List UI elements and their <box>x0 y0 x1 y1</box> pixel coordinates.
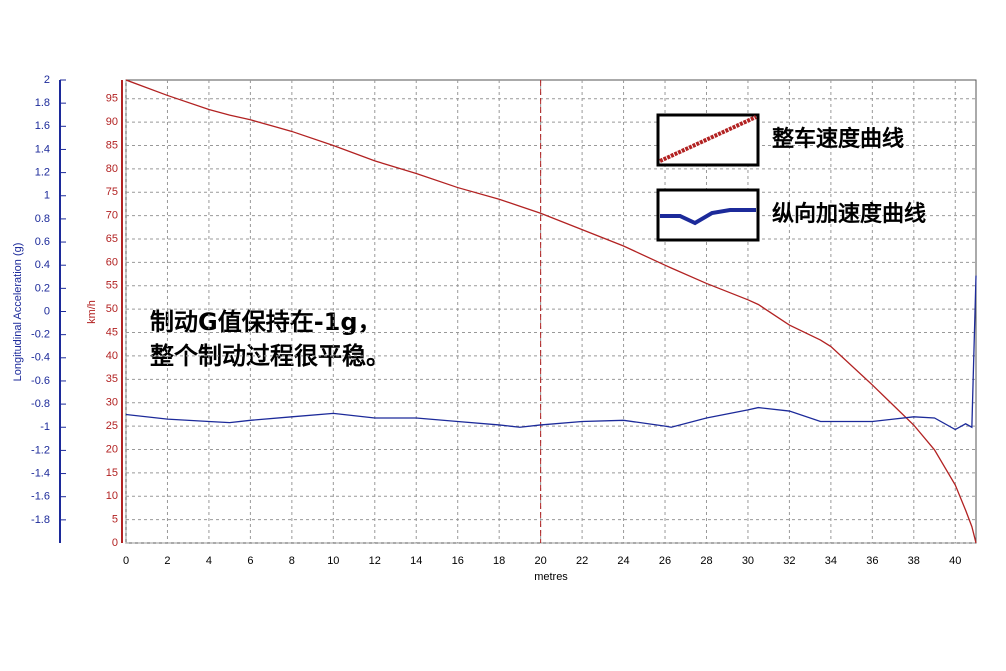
y-tick-label: -0.8 <box>31 398 50 410</box>
series-line <box>125 275 977 431</box>
y-tick-label: -1.6 <box>31 491 50 503</box>
x-tick-label: 12 <box>369 555 381 567</box>
x-tick-label: 10 <box>327 555 339 567</box>
plot-area <box>125 79 977 544</box>
y2-tick-label: 60 <box>106 256 118 268</box>
x-tick-label: 40 <box>949 555 961 567</box>
legend-label: 整车速度曲线 <box>772 126 904 152</box>
y2-tick-label: 70 <box>106 210 118 222</box>
x-tick-label: 6 <box>247 555 253 567</box>
x-tick-label: 2 <box>164 555 170 567</box>
x-tick-label: 16 <box>452 555 464 567</box>
y2-tick-label: 85 <box>106 139 118 151</box>
y2-tick-label: 80 <box>106 163 118 175</box>
x-axis-label: metres <box>534 571 568 583</box>
y2-tick-label: 95 <box>106 93 118 105</box>
y-tick-label: -1 <box>40 421 50 433</box>
x-tick-label: 26 <box>659 555 671 567</box>
y2-axis-label: km/h <box>86 300 98 324</box>
legend-swatch <box>660 208 756 226</box>
y-tick-label: -1.8 <box>31 514 50 526</box>
y-tick-label: 0.6 <box>35 236 50 248</box>
legend-label: 纵向加速度曲线 <box>772 201 926 227</box>
x-tick-label: 36 <box>866 555 878 567</box>
y-tick-label: 0.4 <box>35 259 50 271</box>
y-tick-label: 1.4 <box>35 143 50 155</box>
y-tick-label: -0.2 <box>31 329 50 341</box>
x-tick-label: 22 <box>576 555 588 567</box>
y2-tick-label: 15 <box>106 467 118 479</box>
y-tick-label: 0 <box>44 305 50 317</box>
y-tick-label: 1.2 <box>35 167 50 179</box>
y2-tick-label: 20 <box>106 443 118 455</box>
x-tick-label: 28 <box>700 555 712 567</box>
y-tick-label: -0.6 <box>31 375 50 387</box>
x-tick-label: 38 <box>908 555 920 567</box>
x-tick-label: 18 <box>493 555 505 567</box>
y2-tick-label: 75 <box>106 186 118 198</box>
x-tick-label: 4 <box>206 555 212 567</box>
x-tick-label: 30 <box>742 555 754 567</box>
x-tick-label: 0 <box>123 555 129 567</box>
legend: 整车速度曲线 纵向加速度曲线 <box>656 113 926 242</box>
annotation: 制动G值保持在-1g， <box>150 308 382 336</box>
y2-tick-label: 90 <box>106 116 118 128</box>
y2-tick-label: 35 <box>106 373 118 385</box>
legend-swatch <box>659 115 757 163</box>
x-tick-label: 14 <box>410 555 422 567</box>
y-tick-label: 0.2 <box>35 282 50 294</box>
y2-tick-label: 10 <box>106 490 118 502</box>
x-tick-label: 32 <box>783 555 795 567</box>
y-tick-label: 1.8 <box>35 97 50 109</box>
series-line <box>125 79 977 544</box>
y2-tick-label: 5 <box>112 514 118 526</box>
x-tick-label: 24 <box>617 555 629 567</box>
y2-tick-label: 30 <box>106 397 118 409</box>
y-tick-label: -1.2 <box>31 444 50 456</box>
y-tick-label: 0.8 <box>35 213 50 225</box>
y2-tick-label: 25 <box>106 420 118 432</box>
y2-tick-label: 40 <box>106 350 118 362</box>
y2-tick-label: 45 <box>106 326 118 338</box>
x-tick-label: 20 <box>535 555 547 567</box>
y2-tick-label: 65 <box>106 233 118 245</box>
y2-tick-label: 50 <box>106 303 118 315</box>
y-tick-label: 2 <box>44 74 50 86</box>
y-tick-label: 1.6 <box>35 120 50 132</box>
y-axis-label: Longitudinal Acceleration (g) <box>12 243 24 382</box>
y-tick-label: 1 <box>44 190 50 202</box>
y-tick-label: -0.4 <box>31 352 50 364</box>
y-tick-label: -1.4 <box>31 467 50 479</box>
y2-tick-label: 0 <box>112 537 118 549</box>
y2-tick-label: 55 <box>106 280 118 292</box>
x-tick-label: 34 <box>825 555 837 567</box>
x-tick-label: 8 <box>289 555 295 567</box>
